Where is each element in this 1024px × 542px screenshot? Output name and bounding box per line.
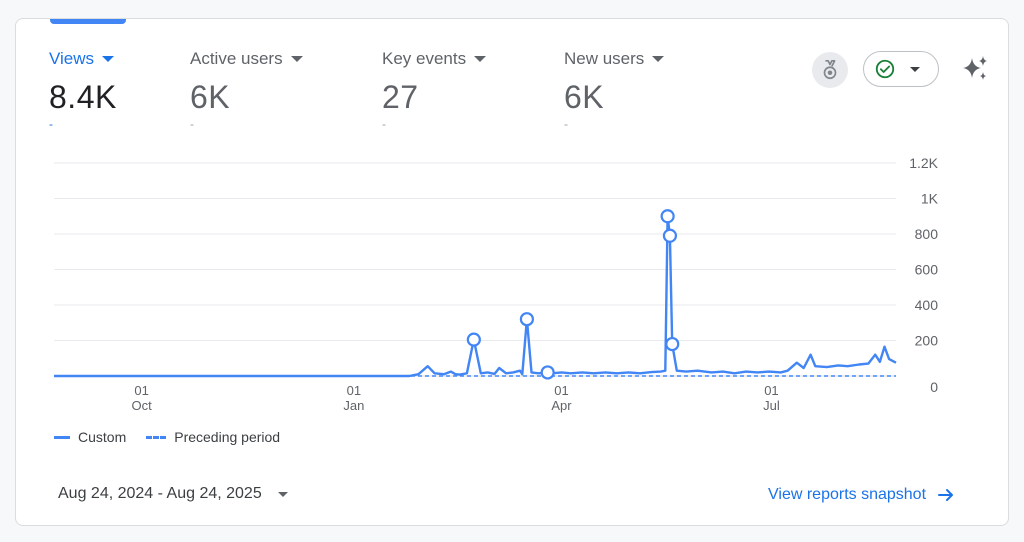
legend-label-custom: Custom [78,429,127,445]
metric-tab-views[interactable]: Views 8.4K - [49,49,117,130]
metric-label-new-users: New users [564,49,645,68]
date-range-label: Aug 24, 2024 - Aug 24, 2025 [58,485,262,502]
metric-name: Views [49,49,117,69]
insights-button[interactable] [812,52,848,88]
metric-name: New users [564,49,665,69]
caret-down-icon [652,56,665,62]
chart-legend: Custom Preceding period [54,429,280,445]
metric-label-key-events: Key events [382,49,467,68]
metric-delta-active-users: - [190,117,194,131]
report-card: Views 8.4K - Active users 6K - Key event… [15,18,1009,526]
series-line-custom [54,215,897,378]
metric-value-views: 8.4K [49,79,117,115]
annotation-marker [660,209,675,224]
x-tick-day: 01 [347,383,361,398]
metric-value-key-events: 27 [382,79,419,115]
chevron-down-icon [277,491,288,497]
x-tick-month: Oct [132,398,153,413]
x-tick-month: Apr [551,398,572,413]
y-tick-label: 800 [915,226,939,242]
metric-delta-key-events: - [382,117,386,131]
check-circle-icon [875,59,895,79]
annotation-marker [662,228,678,243]
medal-icon [823,60,837,80]
legend-dashed-swatch [146,435,167,439]
metric-name: Active users [190,49,303,69]
status-dropdown[interactable] [863,51,939,87]
metric-tab-new-users[interactable]: New users 6K - [564,49,665,131]
arrow-right-icon [938,489,954,501]
caret-down-icon [102,56,115,62]
y-tick-label: 200 [915,333,939,349]
legend-label-preceding: Preceding period [174,429,281,445]
date-range-picker[interactable]: Aug 24, 2024 - Aug 24, 2025 [58,485,288,503]
view-reports-label: View reports snapshot [768,486,927,503]
annotation-marker [466,332,481,347]
y-tick-label: 400 [915,297,939,313]
y-tick-label: 1K [921,191,939,207]
sparkle-icon [963,56,987,80]
metric-name: Key events [382,49,487,69]
metric-label-views: Views [49,49,95,68]
metric-tab-key-events[interactable]: Key events 27 - [382,49,487,131]
metric-value-new-users: 6K [564,79,605,115]
annotation-marker [540,365,555,380]
x-tick-month: Jul [763,398,780,413]
x-tick-day: 01 [554,383,568,398]
metric-value-active-users: 6K [190,79,231,115]
metric-tab-active-users[interactable]: Active users 6K - [190,49,303,130]
y-tick-label: 1.2K [909,155,938,171]
chevron-down-icon [910,66,920,72]
active-metric-indicator [50,19,126,24]
y-tick-label: 600 [915,262,939,278]
metric-label-active-users: Active users [190,49,283,68]
caret-down-icon [290,56,303,62]
y-tick-label: 0 [930,379,938,395]
annotation-marker [665,336,680,352]
caret-down-icon [474,56,487,62]
metric-delta-views: - [49,117,53,131]
x-tick-month: Jan [343,398,364,413]
annotation-marker [519,312,535,327]
x-tick-day: 01 [764,383,778,398]
x-tick-day: 01 [134,383,148,398]
metric-delta-new-users: - [564,117,568,131]
ai-insights-button[interactable] [958,52,992,86]
view-reports-snapshot-link[interactable]: View reports snapshot [768,485,956,505]
legend-solid-swatch [54,435,70,439]
